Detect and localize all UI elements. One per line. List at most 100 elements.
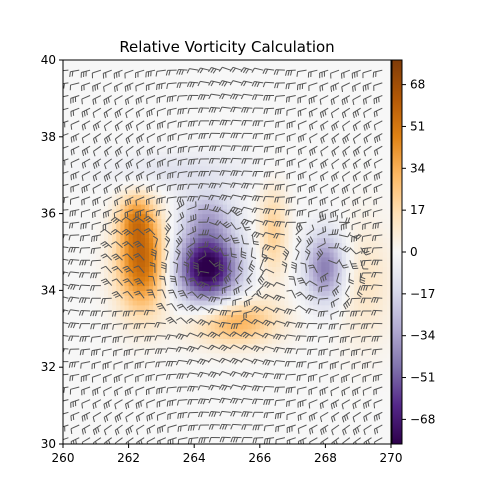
heatmap-cell xyxy=(222,266,228,272)
heatmap-cell xyxy=(153,213,158,219)
heatmap-cell xyxy=(120,256,126,263)
heatmap-cell xyxy=(272,300,277,306)
heatmap-cell xyxy=(206,381,212,387)
heatmap-cell xyxy=(173,64,179,71)
heatmap-cell xyxy=(112,328,117,335)
heatmap-cell xyxy=(132,136,138,143)
heatmap-cell xyxy=(313,420,318,426)
heatmap-cell xyxy=(227,146,232,152)
heatmap-cell xyxy=(222,136,228,143)
heatmap-cell xyxy=(67,400,72,407)
heatmap-cell xyxy=(288,271,294,277)
heatmap-cell xyxy=(63,141,68,147)
heatmap-cell xyxy=(87,420,93,426)
heatmap-cell xyxy=(116,223,121,229)
heatmap-cell xyxy=(140,295,146,301)
heatmap-cell xyxy=(251,237,257,243)
heatmap-cell xyxy=(128,136,134,143)
heatmap-cell xyxy=(235,256,240,263)
heatmap-cell xyxy=(268,199,273,205)
heatmap-cell xyxy=(284,204,290,210)
heatmap-cell xyxy=(313,74,318,80)
heatmap-cell xyxy=(317,400,322,407)
heatmap-cell xyxy=(140,199,146,205)
heatmap-cell xyxy=(190,232,195,239)
heatmap-cell xyxy=(247,175,253,181)
heatmap-cell xyxy=(231,386,236,392)
heatmap-cell xyxy=(169,218,175,224)
heatmap-cell xyxy=(190,247,195,253)
heatmap-cell xyxy=(304,420,310,426)
heatmap-cell xyxy=(140,79,146,85)
heatmap-cell xyxy=(292,117,298,123)
heatmap-cell xyxy=(136,376,142,383)
heatmap-cell xyxy=(87,218,93,224)
heatmap-cell xyxy=(268,357,273,363)
heatmap-cell xyxy=(190,228,195,234)
heatmap-cell xyxy=(108,290,113,296)
heatmap-cell xyxy=(173,252,179,258)
heatmap-cell xyxy=(108,98,113,104)
heatmap-cell xyxy=(292,103,298,109)
heatmap-cell xyxy=(243,324,249,330)
heatmap-cell xyxy=(300,146,306,152)
heatmap-cell xyxy=(104,156,109,162)
heatmap-cell xyxy=(284,88,290,95)
heatmap-cell xyxy=(104,84,109,90)
heatmap-cell xyxy=(161,146,167,152)
heatmap-cell xyxy=(108,103,113,109)
heatmap-cell xyxy=(108,218,113,224)
heatmap-cell xyxy=(284,64,290,71)
heatmap-cell xyxy=(247,252,253,258)
heatmap-cell xyxy=(251,199,257,205)
heatmap-cell xyxy=(177,242,183,248)
heatmap-cell xyxy=(247,410,253,416)
heatmap-cell xyxy=(120,237,126,243)
heatmap-cell xyxy=(280,357,285,363)
heatmap-cell xyxy=(206,367,212,373)
heatmap-cell xyxy=(95,117,101,123)
heatmap-cell xyxy=(317,367,322,373)
heatmap-cell xyxy=(309,232,314,239)
heatmap-cell xyxy=(227,184,232,191)
heatmap-cell xyxy=(169,242,175,248)
heatmap-cell xyxy=(128,357,134,363)
heatmap-cell xyxy=(272,204,277,210)
heatmap-cell xyxy=(165,396,171,402)
heatmap-cell xyxy=(177,127,183,133)
heatmap-cell xyxy=(128,367,134,373)
heatmap-cell xyxy=(177,208,183,215)
heatmap-cell xyxy=(177,439,183,444)
heatmap-cell xyxy=(95,362,101,368)
heatmap-cell xyxy=(206,314,212,320)
heatmap-cell xyxy=(313,156,318,162)
heatmap-cell xyxy=(128,127,134,133)
heatmap-cell xyxy=(75,160,80,167)
heatmap-cell xyxy=(243,184,249,191)
heatmap-cell xyxy=(263,391,269,397)
heatmap-cell xyxy=(296,165,302,171)
heatmap-cell xyxy=(210,84,216,90)
heatmap-cell xyxy=(243,309,249,315)
heatmap-cell xyxy=(124,117,130,123)
heatmap-cell xyxy=(173,304,179,311)
heatmap-cell xyxy=(198,232,203,239)
heatmap-cell xyxy=(132,415,138,421)
heatmap-cell xyxy=(198,381,203,387)
heatmap-cell xyxy=(214,175,220,181)
heatmap-cell xyxy=(136,218,142,224)
heatmap-cell xyxy=(165,420,171,426)
heatmap-cell xyxy=(83,271,89,277)
heatmap-cell xyxy=(87,424,93,431)
heatmap-cell xyxy=(140,228,146,234)
heatmap-cell xyxy=(243,400,249,407)
heatmap-cell xyxy=(235,199,240,205)
heatmap-cell xyxy=(304,165,310,171)
heatmap-cell xyxy=(157,429,162,435)
heatmap-cell xyxy=(79,170,85,176)
heatmap-cell xyxy=(116,396,121,402)
heatmap-cell xyxy=(259,242,265,248)
heatmap-cell xyxy=(222,348,228,354)
heatmap-cell xyxy=(247,314,253,320)
heatmap-cell xyxy=(149,295,154,301)
